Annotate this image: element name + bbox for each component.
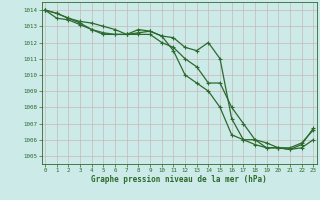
X-axis label: Graphe pression niveau de la mer (hPa): Graphe pression niveau de la mer (hPa) [91, 175, 267, 184]
